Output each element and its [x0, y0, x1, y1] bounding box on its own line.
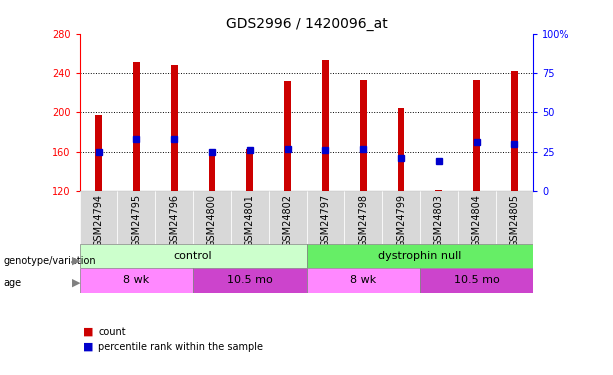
Bar	[398, 108, 405, 191]
Text: dystrophin null: dystrophin null	[378, 251, 462, 261]
Text: GSM24794: GSM24794	[94, 194, 104, 247]
Text: genotype/variation: genotype/variation	[3, 256, 96, 266]
Text: GSM24795: GSM24795	[131, 194, 142, 247]
Bar	[246, 149, 253, 191]
Title: GDS2996 / 1420096_at: GDS2996 / 1420096_at	[226, 17, 387, 32]
Text: GSM24798: GSM24798	[358, 194, 368, 247]
Bar	[268, 191, 306, 243]
Bar	[231, 191, 268, 243]
Text: GSM24801: GSM24801	[245, 194, 255, 247]
Text: GSM24805: GSM24805	[509, 194, 519, 247]
Bar	[420, 268, 533, 292]
Bar	[306, 268, 420, 292]
Text: 8 wk: 8 wk	[350, 275, 376, 285]
Text: GSM24800: GSM24800	[207, 194, 217, 247]
Text: GSM24796: GSM24796	[169, 194, 179, 247]
Text: ▶: ▶	[72, 256, 81, 266]
Bar	[171, 65, 178, 191]
Bar	[193, 268, 306, 292]
Bar	[382, 191, 420, 243]
Bar	[495, 191, 533, 243]
Bar	[345, 191, 382, 243]
Text: ▶: ▶	[72, 278, 81, 288]
Text: age: age	[3, 278, 21, 288]
Bar	[80, 243, 306, 268]
Bar	[511, 71, 518, 191]
Bar	[118, 191, 155, 243]
Text: 10.5 mo: 10.5 mo	[454, 275, 500, 285]
Bar	[80, 268, 193, 292]
Bar	[133, 62, 140, 191]
Text: ■: ■	[83, 342, 93, 352]
Text: percentile rank within the sample: percentile rank within the sample	[98, 342, 263, 352]
Text: control: control	[173, 251, 213, 261]
Bar	[420, 191, 458, 243]
Bar	[306, 243, 533, 268]
Text: count: count	[98, 327, 126, 337]
Bar	[95, 116, 102, 191]
Bar	[284, 81, 291, 191]
Bar	[435, 190, 442, 191]
Text: 10.5 mo: 10.5 mo	[227, 275, 273, 285]
Bar	[360, 80, 367, 191]
Bar	[458, 191, 495, 243]
Text: GSM24803: GSM24803	[434, 194, 444, 247]
Text: GSM24799: GSM24799	[396, 194, 406, 247]
Bar	[80, 191, 118, 243]
Text: GSM24802: GSM24802	[283, 194, 292, 247]
Text: GSM24804: GSM24804	[471, 194, 482, 247]
Text: GSM24797: GSM24797	[321, 194, 330, 247]
Bar	[208, 152, 215, 191]
Bar	[473, 80, 480, 191]
Bar	[306, 191, 345, 243]
Bar	[155, 191, 193, 243]
Text: ■: ■	[83, 327, 93, 337]
Bar	[193, 191, 231, 243]
Bar	[322, 60, 329, 191]
Text: 8 wk: 8 wk	[123, 275, 150, 285]
